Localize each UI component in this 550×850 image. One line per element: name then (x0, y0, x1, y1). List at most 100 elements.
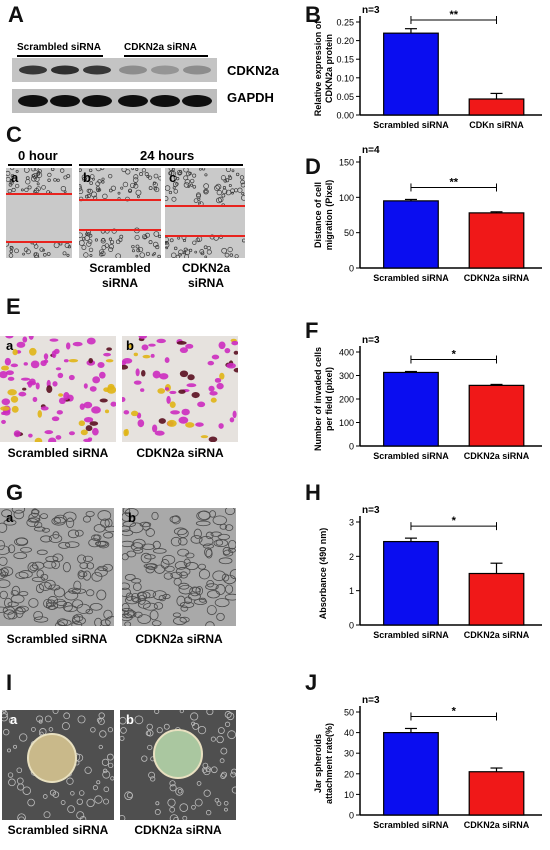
bar (383, 32, 439, 116)
bar (468, 212, 525, 269)
bar (383, 540, 439, 626)
significance-marker: * (452, 349, 457, 361)
y-tick-label: 100 (339, 193, 354, 203)
panel-label-d: D (305, 154, 321, 179)
bar (468, 98, 525, 116)
category-label: CDKn siRNA (469, 120, 524, 130)
blot-lane-underline-cdkn2a (124, 55, 208, 57)
y-axis-label: Number of invaded cellsper field (pixel) (313, 347, 334, 451)
bar (383, 371, 439, 447)
y-tick-label: 20 (344, 769, 354, 779)
y-tick-label: 0.00 (336, 111, 354, 121)
y-tick-label: 10 (344, 790, 354, 800)
y-axis-label: Distance of cellmigration (Pixel) (313, 180, 334, 251)
category-label: Scrambled siRNA (373, 820, 449, 830)
category-label: CDKN2a siRNA (464, 630, 530, 640)
panel-label-j: J (305, 670, 318, 695)
invasion-image-scrambled: a (0, 336, 116, 442)
wound-caption-cdkn2a: CDKN2a siRNA (181, 261, 230, 290)
wound-header-0h: 0 hour (18, 148, 58, 163)
panel-label-a: A (8, 2, 24, 27)
wound-header-0h-rule (8, 164, 72, 166)
significance-marker: ** (449, 9, 458, 21)
blot-band-label-gapdh: GAPDH (227, 90, 274, 105)
wound-header-24h: 24 hours (140, 148, 195, 163)
wound-caption-scrambled: Scrambled siRNA (89, 261, 151, 290)
panel-label-f: F (305, 318, 319, 343)
significance-marker: ** (449, 176, 458, 188)
bar (383, 200, 439, 269)
category-label: CDKN2a siRNA (464, 451, 530, 461)
invasion-image-cdkn2a: b (122, 336, 238, 442)
western-blot-image (12, 58, 217, 113)
y-tick-label: 1 (349, 586, 354, 596)
blot-lane-label-scrambled: Scrambled siRNA (17, 42, 101, 53)
y-tick-label: 0 (349, 264, 354, 274)
bar (468, 771, 525, 816)
y-tick-label: 200 (339, 395, 354, 405)
spheroid-caption-scrambled: Scrambled siRNA (7, 823, 109, 837)
significance-marker: * (452, 515, 457, 527)
bar (468, 572, 525, 626)
category-label: Scrambled siRNA (373, 273, 449, 283)
y-tick-label: 0 (349, 621, 354, 631)
y-tick-label: 50 (344, 708, 354, 718)
y-tick-label: 2 (349, 552, 354, 562)
y-tick-label: 0.25 (336, 18, 354, 28)
y-axis-label: Absorbance (490 nm) (318, 528, 328, 620)
panel-label-b: B (305, 2, 321, 27)
proliferation-image-cdkn2a: b (122, 508, 236, 626)
sample-size-label: n=3 (362, 695, 380, 706)
category-label: CDKN2a siRNA (464, 273, 530, 283)
y-tick-label: 0 (349, 811, 354, 821)
sample-size-label: n=3 (362, 335, 380, 346)
chart-f: 0 100 200 300 400 Number of invaded cellsper … (313, 335, 542, 461)
blot-lane-label-cdkn2a: CDKN2a siRNA (124, 42, 197, 53)
bar (383, 731, 439, 816)
category-label: Scrambled siRNA (373, 630, 449, 640)
y-tick-label: 0.20 (336, 36, 354, 46)
proliferation-image-scrambled: a (0, 508, 114, 626)
chart-j: 0 10 20 30 40 50 Jar spheroidsattachment rate(… (313, 695, 542, 830)
wound-image-24h-scrambled: b (79, 168, 161, 258)
y-tick-label: 0.05 (336, 92, 354, 102)
chart-d: 0 50 100 150 Distance of cellmigration (Pixe… (313, 145, 542, 283)
panel-label-i: I (6, 670, 13, 695)
blot-lane-underline-scrambled (17, 55, 103, 57)
y-axis-label: Relative expression ofCDKN2a protein (313, 20, 334, 117)
panel-label-e: E (6, 294, 21, 319)
sample-size-label: n=3 (362, 505, 380, 516)
panel-label-c: C (6, 122, 22, 147)
y-tick-label: 30 (344, 749, 354, 759)
bar (468, 384, 525, 447)
panel-label-h: H (305, 480, 321, 505)
y-tick-label: 400 (339, 348, 354, 358)
spheroid-image-cdkn2a: b (120, 710, 236, 820)
category-label: Scrambled siRNA (373, 451, 449, 461)
y-tick-label: 300 (339, 371, 354, 381)
wound-image-24h-cdkn2a: c (165, 168, 245, 258)
category-label: CDKN2a siRNA (464, 820, 530, 830)
y-tick-label: 0.10 (336, 73, 354, 83)
y-axis-label: Jar spheroidsattachment rate(%) (313, 723, 334, 804)
blot-band-label-cdkn2a: CDKN2a (227, 63, 280, 78)
wound-image-0h: a (6, 168, 72, 258)
y-tick-label: 0.15 (336, 55, 354, 65)
spheroid-image-scrambled: a (2, 710, 114, 820)
sample-size-label: n=4 (362, 145, 380, 156)
invasion-caption-cdkn2a: CDKN2a siRNA (136, 446, 224, 460)
y-tick-label: 40 (344, 728, 354, 738)
proliferation-caption-cdkn2a: CDKN2a siRNA (135, 632, 223, 646)
significance-marker: * (452, 705, 457, 717)
proliferation-caption-scrambled: Scrambled siRNA (6, 632, 108, 646)
sample-size-label: n=3 (362, 5, 380, 16)
panel-label-g: G (6, 480, 24, 505)
y-tick-label: 0 (349, 442, 354, 452)
y-tick-label: 150 (339, 158, 354, 168)
chart-h: 0 1 2 3 Absorbance (490 nm) n=3 Scrambled siRN… (318, 505, 542, 640)
invasion-caption-scrambled: Scrambled siRNA (7, 446, 109, 460)
y-tick-label: 3 (349, 518, 354, 528)
category-label: Scrambled siRNA (373, 120, 449, 130)
wound-header-24h-rule (79, 164, 243, 166)
